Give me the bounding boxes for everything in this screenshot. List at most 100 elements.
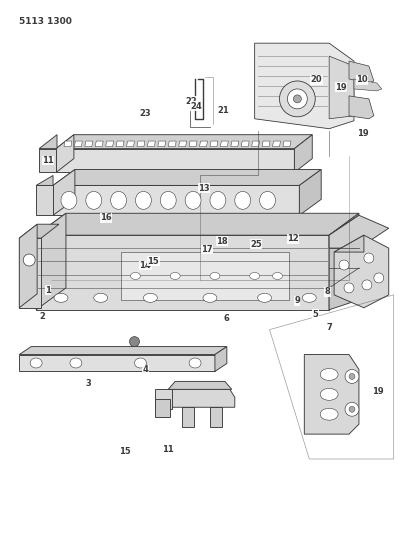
Polygon shape xyxy=(64,141,72,147)
Polygon shape xyxy=(19,354,215,372)
Text: 23: 23 xyxy=(140,109,151,118)
Ellipse shape xyxy=(273,272,282,279)
Polygon shape xyxy=(116,141,124,147)
Circle shape xyxy=(374,273,384,283)
Text: 11: 11 xyxy=(162,445,173,454)
Text: 13: 13 xyxy=(198,183,210,192)
Ellipse shape xyxy=(30,358,42,368)
Polygon shape xyxy=(106,141,113,147)
Polygon shape xyxy=(210,141,218,147)
Polygon shape xyxy=(36,213,359,235)
Ellipse shape xyxy=(235,191,251,209)
Polygon shape xyxy=(231,141,239,147)
Text: 20: 20 xyxy=(311,75,322,84)
Polygon shape xyxy=(168,382,232,389)
Text: 21: 21 xyxy=(217,106,229,115)
Polygon shape xyxy=(53,169,321,185)
Text: 6: 6 xyxy=(223,314,229,323)
Circle shape xyxy=(345,369,359,383)
Polygon shape xyxy=(182,407,194,427)
Ellipse shape xyxy=(135,191,151,209)
Ellipse shape xyxy=(203,293,217,302)
Circle shape xyxy=(349,406,355,412)
Polygon shape xyxy=(349,96,374,119)
Polygon shape xyxy=(299,169,321,215)
Polygon shape xyxy=(126,141,135,147)
Polygon shape xyxy=(273,141,280,147)
Circle shape xyxy=(364,253,374,263)
Polygon shape xyxy=(147,141,155,147)
Polygon shape xyxy=(56,135,312,149)
Polygon shape xyxy=(19,238,41,308)
Polygon shape xyxy=(329,215,389,248)
Ellipse shape xyxy=(320,408,338,420)
Ellipse shape xyxy=(189,358,201,368)
Ellipse shape xyxy=(259,191,275,209)
Polygon shape xyxy=(334,235,364,252)
Ellipse shape xyxy=(320,389,338,400)
Text: 10: 10 xyxy=(356,75,368,84)
Circle shape xyxy=(279,81,315,117)
Polygon shape xyxy=(19,224,59,238)
Polygon shape xyxy=(168,141,176,147)
Ellipse shape xyxy=(160,191,176,209)
Polygon shape xyxy=(53,169,75,215)
Text: 5113 1300: 5113 1300 xyxy=(19,17,72,26)
Text: 14: 14 xyxy=(140,261,151,270)
Polygon shape xyxy=(304,354,359,434)
Circle shape xyxy=(129,337,140,346)
Polygon shape xyxy=(56,149,295,173)
Polygon shape xyxy=(36,213,66,310)
Ellipse shape xyxy=(94,293,108,302)
Polygon shape xyxy=(36,175,53,185)
Polygon shape xyxy=(252,141,259,147)
Text: 25: 25 xyxy=(250,240,262,249)
Polygon shape xyxy=(334,235,389,308)
Polygon shape xyxy=(121,252,289,300)
Polygon shape xyxy=(329,213,359,310)
Text: 16: 16 xyxy=(100,213,112,222)
Circle shape xyxy=(287,89,307,109)
Polygon shape xyxy=(85,141,93,147)
Polygon shape xyxy=(74,141,82,147)
Polygon shape xyxy=(215,346,227,372)
Polygon shape xyxy=(220,141,228,147)
Text: 4: 4 xyxy=(142,366,148,374)
Text: 22: 22 xyxy=(185,96,197,106)
Text: 3: 3 xyxy=(86,378,91,387)
Polygon shape xyxy=(53,185,299,215)
Ellipse shape xyxy=(135,358,146,368)
Ellipse shape xyxy=(70,358,82,368)
Circle shape xyxy=(349,374,355,379)
Polygon shape xyxy=(349,61,374,83)
Text: 8: 8 xyxy=(325,287,330,296)
Ellipse shape xyxy=(61,191,77,209)
Ellipse shape xyxy=(144,293,157,302)
Ellipse shape xyxy=(320,368,338,381)
Text: 9: 9 xyxy=(294,296,300,305)
Text: 24: 24 xyxy=(190,102,202,111)
Polygon shape xyxy=(200,141,208,147)
Circle shape xyxy=(362,280,372,290)
Ellipse shape xyxy=(86,191,102,209)
Circle shape xyxy=(344,283,354,293)
Ellipse shape xyxy=(131,272,140,279)
Circle shape xyxy=(339,260,349,270)
Polygon shape xyxy=(19,346,227,354)
Polygon shape xyxy=(95,141,103,147)
Ellipse shape xyxy=(111,191,126,209)
Polygon shape xyxy=(329,215,359,310)
Text: 5: 5 xyxy=(313,310,318,319)
Polygon shape xyxy=(241,141,249,147)
Circle shape xyxy=(23,254,35,266)
Polygon shape xyxy=(179,141,186,147)
Polygon shape xyxy=(262,141,270,147)
Polygon shape xyxy=(39,135,57,149)
Text: 19: 19 xyxy=(373,386,384,395)
Polygon shape xyxy=(155,399,170,417)
Polygon shape xyxy=(255,43,354,129)
Polygon shape xyxy=(19,224,37,308)
Ellipse shape xyxy=(250,272,259,279)
Polygon shape xyxy=(168,389,235,407)
Polygon shape xyxy=(295,135,312,173)
